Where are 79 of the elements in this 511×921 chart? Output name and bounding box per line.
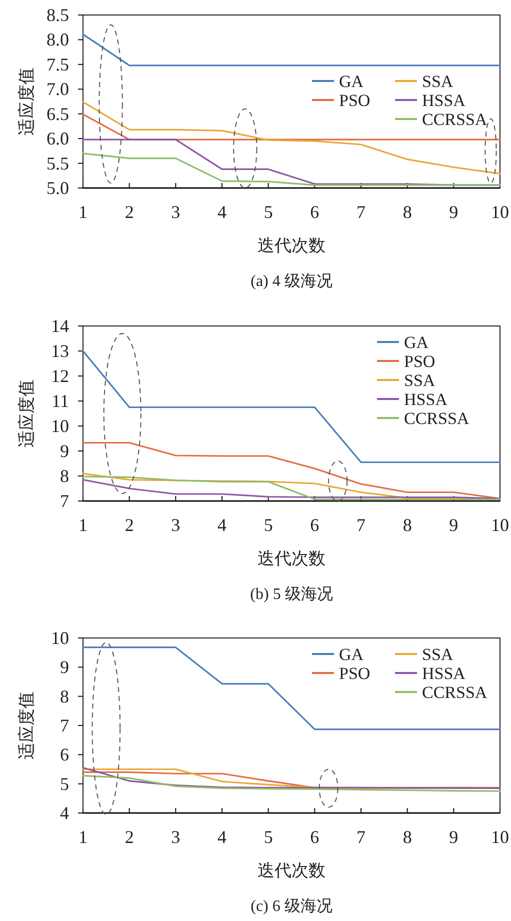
- y-tick-label: 14: [51, 316, 69, 336]
- y-tick-label: 9: [60, 441, 69, 461]
- legend-label: PSO: [339, 664, 370, 683]
- y-tick-label: 6: [60, 744, 69, 765]
- x-axis-title: 迭代次数: [258, 236, 326, 255]
- y-tick-label: 6.0: [46, 128, 69, 149]
- legend-label: GA: [339, 72, 364, 91]
- x-tick-label: 6: [310, 827, 320, 847]
- y-tick-label: 7: [60, 491, 69, 511]
- legend-label: PSO: [339, 91, 370, 110]
- x-tick-label: 7: [356, 202, 366, 222]
- x-axis-title: 迭代次数: [258, 549, 326, 568]
- y-tick-label: 8.0: [46, 30, 69, 50]
- y-tick-label: 8.5: [46, 5, 69, 25]
- x-tick-label: 4: [218, 202, 226, 222]
- x-tick-label: 6: [310, 515, 320, 535]
- y-tick-label: 8: [60, 466, 69, 486]
- x-tick-label: 10: [491, 515, 509, 535]
- text: (b) 5 级海况: [250, 586, 333, 603]
- x-tick-label: 2: [124, 202, 134, 222]
- x-tick-label: 10: [491, 202, 509, 222]
- x-tick-label: 4: [218, 827, 226, 847]
- text: (c) 6 级海况: [250, 898, 332, 915]
- x-tick-label: 9: [449, 515, 458, 535]
- x-tick-label: 2: [124, 827, 134, 847]
- x-tick-label: 7: [356, 515, 366, 535]
- x-tick-label: 6: [310, 202, 320, 222]
- legend-label: PSO: [404, 352, 436, 371]
- x-tick-label: 10: [491, 827, 509, 847]
- legend-label: GA: [404, 333, 430, 352]
- x-tick-label: 4: [218, 515, 226, 535]
- y-tick-label: 7.5: [46, 54, 69, 74]
- legend-label: SSA: [422, 645, 454, 664]
- x-tick-label: 1: [78, 202, 88, 222]
- x-tick-label: 2: [124, 515, 134, 535]
- x-tick-label: 8: [402, 202, 412, 222]
- legend-label: HSSA: [422, 664, 466, 683]
- y-tick-label: 13: [51, 341, 69, 361]
- x-tick-label: 5: [264, 827, 273, 847]
- legend-label: GA: [339, 645, 364, 664]
- y-axis-title: 适应度值: [17, 692, 36, 760]
- legend-label: SSA: [422, 72, 454, 91]
- x-tick-label: 7: [356, 827, 366, 847]
- x-tick-label: 5: [264, 202, 273, 222]
- x-tick-label: 8: [402, 827, 412, 847]
- y-tick-label: 6.5: [46, 104, 69, 124]
- y-tick-label: 4: [60, 803, 69, 823]
- legend-label: HSSA: [422, 91, 466, 110]
- x-tick-label: 3: [171, 515, 180, 535]
- text: (a) 4 级海况: [250, 273, 332, 290]
- y-tick-label: 7: [60, 716, 69, 736]
- legend-label: CCRSSA: [422, 110, 488, 129]
- x-tick-label: 3: [171, 202, 180, 222]
- x-tick-label: 3: [171, 827, 180, 847]
- y-tick-label: 5.5: [46, 153, 69, 174]
- legend-label: CCRSSA: [422, 683, 488, 702]
- x-tick-label: 1: [78, 515, 88, 535]
- line-series: [82, 774, 501, 792]
- x-tick-label: 1: [78, 827, 88, 847]
- y-tick-label: 8: [60, 686, 69, 706]
- legend-label: SSA: [404, 371, 436, 390]
- x-tick-label: 5: [264, 515, 273, 535]
- legend-label: CCRSSA: [404, 409, 470, 428]
- x-tick-label: 9: [449, 202, 458, 222]
- x-axis-title: 迭代次数: [258, 861, 326, 880]
- y-tick-label: 7.0: [46, 79, 69, 100]
- y-axis-title: 适应度值: [17, 68, 36, 136]
- x-tick-label: 9: [449, 827, 458, 847]
- y-tick-label: 5: [60, 774, 69, 794]
- y-tick-label: 10: [51, 416, 69, 436]
- line-series: [82, 152, 501, 186]
- y-tick-label: 5.0: [46, 178, 69, 198]
- legend-label: HSSA: [404, 390, 448, 409]
- y-axis-title: 适应度值: [17, 380, 36, 448]
- y-tick-label: 9: [60, 657, 69, 678]
- y-tick-label: 10: [51, 628, 69, 648]
- x-tick-label: 8: [402, 515, 412, 535]
- y-tick-label: 11: [52, 391, 69, 411]
- y-tick-label: 12: [51, 366, 69, 386]
